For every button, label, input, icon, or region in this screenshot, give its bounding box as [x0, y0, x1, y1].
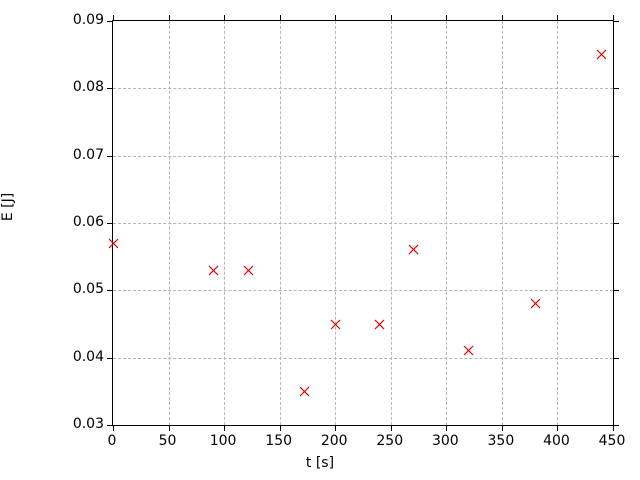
- x-axis-tick-label: 400: [543, 433, 570, 449]
- gridline-vertical: [501, 21, 503, 425]
- gridline-horizontal: [113, 88, 613, 90]
- x-axis-tick: [335, 425, 337, 431]
- y-axis-tick-label: 0.03: [72, 416, 104, 432]
- y-axis-tick: [613, 155, 619, 157]
- y-axis-tick: [613, 223, 619, 224]
- x-axis-tick-label: 50: [158, 433, 177, 449]
- x-axis-tick-label: 100: [209, 433, 237, 449]
- x-axis-tick-label: 300: [431, 433, 459, 449]
- y-axis-tick-label: 0.09: [72, 12, 104, 28]
- x-axis-tick-label: 250: [376, 433, 404, 449]
- y-axis-tick: [107, 88, 113, 90]
- y-axis-tick-label: 0.06: [72, 214, 104, 230]
- x-axis-tick: [113, 425, 114, 431]
- x-axis-tick-labels: 0 50 100 150 200 250 300 350 400 450: [0, 434, 640, 454]
- x-axis-tick: [613, 15, 614, 21]
- x-axis-tick: [335, 15, 337, 21]
- y-axis-tick: [107, 357, 113, 359]
- data-point-marker: [243, 265, 254, 276]
- y-axis-tick-label: 0.04: [72, 348, 104, 365]
- x-axis-tick: [501, 15, 503, 21]
- x-axis-tick: [557, 425, 559, 431]
- gridline-horizontal: [113, 223, 613, 224]
- data-point-marker: [530, 298, 541, 309]
- gridline-vertical: [224, 21, 226, 425]
- y-axis-label: E [J]: [0, 192, 17, 222]
- gridline-vertical: [557, 21, 559, 425]
- x-axis-tick-label: 450: [598, 433, 626, 449]
- y-axis-tick: [107, 425, 113, 426]
- y-axis-tick: [107, 223, 113, 224]
- x-axis-tick: [113, 15, 114, 21]
- x-axis-tick: [224, 425, 226, 431]
- x-axis-tick: [279, 15, 281, 21]
- y-axis-tick-label: 0.08: [72, 79, 104, 96]
- x-axis-tick: [390, 15, 392, 21]
- gridline-vertical: [335, 21, 337, 425]
- gridline-vertical: [390, 21, 392, 425]
- x-axis-tick-label: 200: [320, 433, 348, 449]
- x-axis-tick: [557, 15, 559, 21]
- data-point-marker: [208, 265, 219, 276]
- y-axis-tick: [107, 155, 113, 157]
- gridline-vertical: [279, 21, 281, 425]
- x-axis-tick: [168, 425, 170, 431]
- plot-area: [107, 15, 619, 431]
- gridline-horizontal: [113, 290, 613, 292]
- x-axis-tick: [501, 425, 503, 431]
- x-axis-tick: [446, 425, 448, 431]
- x-axis-tick-label: 0: [107, 433, 117, 449]
- y-axis-tick: [613, 21, 619, 22]
- data-point-marker: [374, 319, 385, 330]
- gridline-vertical: [168, 21, 170, 425]
- y-axis-tick: [613, 290, 619, 292]
- x-axis-tick: [168, 15, 170, 21]
- y-axis-tick: [613, 425, 619, 426]
- y-axis-tick: [613, 88, 619, 90]
- x-axis-tick-label: 150: [265, 433, 293, 449]
- x-axis-tick: [279, 425, 281, 431]
- gridline-horizontal: [113, 357, 613, 359]
- data-point-marker: [463, 345, 474, 356]
- gridline-vertical: [446, 21, 448, 425]
- y-axis-tick: [613, 357, 619, 359]
- y-axis-tick-label: 0.07: [72, 146, 104, 163]
- y-axis-tick-label: 0.05: [72, 281, 104, 298]
- gridline-horizontal: [113, 155, 613, 157]
- x-axis-tick: [390, 425, 392, 431]
- y-axis-tick-labels: 0.03 0.04 0.05 0.06 0.07 0.08 0.09: [0, 0, 104, 480]
- data-point-marker: [408, 244, 419, 255]
- data-point-marker: [596, 49, 607, 60]
- x-axis-tick: [224, 15, 226, 21]
- data-point-marker: [108, 238, 119, 249]
- x-axis-tick: [446, 15, 448, 21]
- y-axis-tick: [107, 290, 113, 292]
- y-axis-tick: [107, 21, 113, 22]
- x-axis-tick-label: 350: [487, 433, 515, 449]
- data-point-marker: [299, 386, 310, 397]
- x-axis-label: t [s]: [305, 455, 335, 471]
- x-axis-tick: [613, 425, 614, 431]
